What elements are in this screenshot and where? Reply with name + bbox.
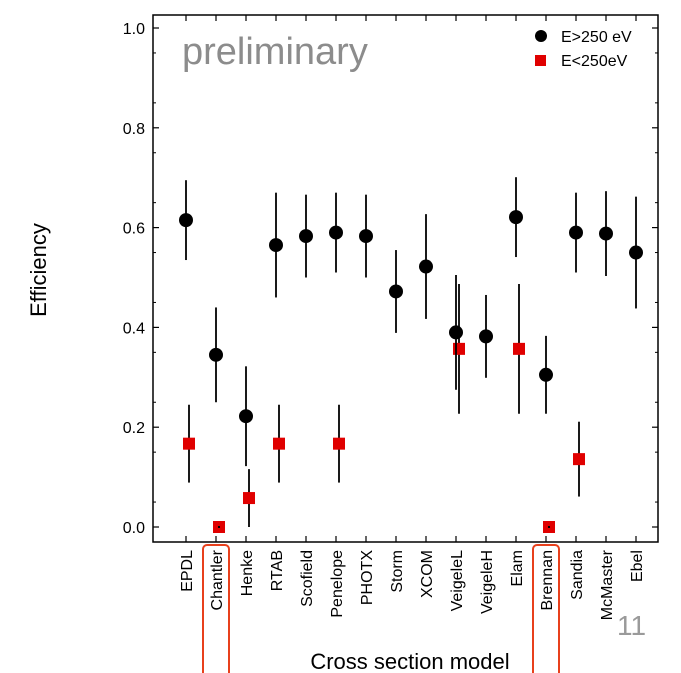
- data-point-circle: [569, 225, 583, 240]
- data-point-square: [513, 342, 525, 355]
- y-tick-label: 0.8: [123, 121, 145, 138]
- x-tick-label: Chantler: [209, 549, 226, 610]
- data-point-circle: [239, 409, 253, 424]
- highlight-box-brennan: [532, 544, 560, 673]
- legend-label-low: E<250eV: [561, 53, 628, 70]
- y-tick-label: 0.2: [123, 420, 145, 437]
- highlight-boxes: [202, 544, 560, 673]
- x-tick-label: Henke: [239, 550, 256, 596]
- x-tick-label: Penelope: [329, 550, 346, 618]
- data-point-circle: [509, 210, 523, 225]
- data-point-circle: [329, 225, 343, 240]
- square-center-dot: [218, 526, 220, 528]
- y-axis-title: Efficiency: [26, 223, 51, 317]
- data-point-square: [573, 453, 585, 466]
- data-point-circle: [599, 226, 613, 241]
- x-tick-label: PHOTX: [359, 550, 376, 605]
- data-point-circle: [359, 229, 373, 244]
- data-point-circle: [389, 284, 403, 299]
- x-tick-label: Sandia: [569, 550, 586, 600]
- x-tick-label: McMaster: [599, 549, 616, 620]
- x-tick-label: Scofield: [299, 550, 316, 607]
- y-tick-label: 0.0: [123, 520, 145, 537]
- x-tick-label: RTAB: [269, 550, 286, 591]
- legend-label-high: E>250 eV: [561, 29, 632, 46]
- x-tick-label: VeigeleH: [479, 550, 496, 614]
- data-point-circle: [419, 259, 433, 274]
- x-tick-label: VeigeleL: [449, 550, 466, 611]
- legend-marker-low: [535, 55, 546, 66]
- data-point-circle: [209, 347, 223, 362]
- data-point-square: [333, 437, 345, 450]
- data-point-square: [453, 342, 465, 355]
- plot-border: [152, 14, 659, 543]
- x-tick-label: EPDL: [179, 550, 196, 592]
- x-tick-label: XCOM: [419, 550, 436, 598]
- data-point-square: [243, 492, 255, 505]
- data-point-circle: [269, 238, 283, 253]
- square-center-dot: [548, 526, 550, 528]
- data-point-circle: [179, 213, 193, 228]
- legend: E>250 eV E<250eV: [535, 29, 632, 70]
- legend-marker-high: [535, 30, 547, 42]
- highlight-box-chantler: [202, 544, 230, 673]
- data-point-square: [273, 437, 285, 450]
- slide-number: 11: [617, 610, 646, 641]
- y-axis: 0.0 0.2 0.4 0.6 0.8 1.0: [123, 21, 658, 537]
- preliminary-annotation: preliminary: [182, 31, 368, 73]
- data-point-circle: [449, 325, 463, 340]
- data-point-circle: [299, 229, 313, 244]
- x-tick-label: Brennan: [539, 550, 556, 611]
- x-tick-label: Elam: [509, 550, 526, 586]
- y-tick-label: 0.4: [123, 320, 145, 337]
- x-tick-label: Storm: [389, 550, 406, 593]
- x-axis-title: Cross section model: [310, 649, 509, 673]
- y-tick-label: 0.6: [123, 221, 145, 238]
- data-point-circle: [629, 245, 643, 260]
- x-axis: EPDL Chantler Henke RTAB Scofield Penelope PHO…: [179, 15, 646, 620]
- data-marks: [179, 177, 643, 533]
- data-point-circle: [539, 367, 553, 382]
- x-tick-label: Ebel: [629, 550, 646, 582]
- data-point-circle: [479, 329, 493, 344]
- plot-frame: [152, 14, 659, 543]
- y-tick-label: 1.0: [123, 21, 145, 38]
- data-point-square: [183, 437, 195, 450]
